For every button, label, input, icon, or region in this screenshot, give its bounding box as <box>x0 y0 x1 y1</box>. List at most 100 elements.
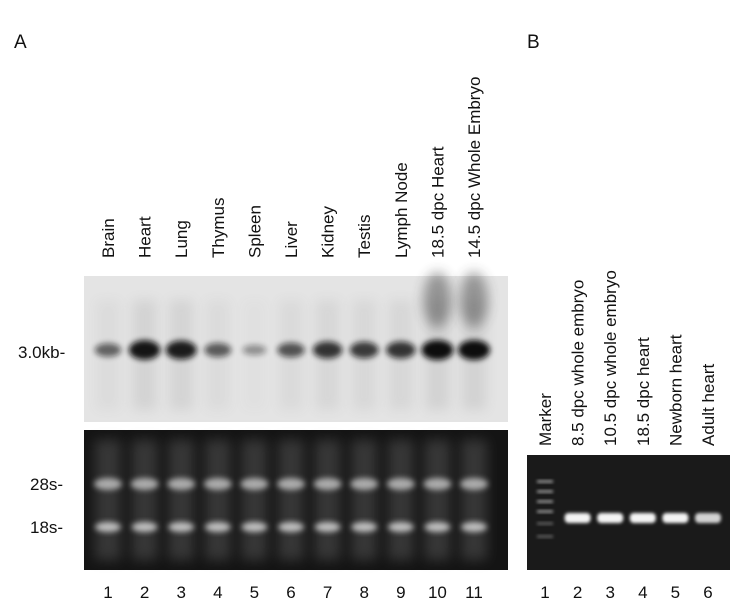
lane-number: 3 <box>176 583 185 602</box>
lane-glow <box>351 440 378 560</box>
rrna-18s <box>461 522 487 532</box>
lane-glow <box>241 440 268 560</box>
rrna-28s <box>313 478 342 490</box>
pcr-band <box>662 513 689 523</box>
lane-number: 2 <box>573 583 582 602</box>
lane-label: 8.5 dpc whole embryo <box>569 280 588 446</box>
rrna-18s <box>168 522 195 532</box>
rrna-18s <box>204 522 231 532</box>
lane-glow <box>278 440 304 560</box>
rrna-18s <box>131 522 158 532</box>
size-marker: 3.0kb- <box>18 343 65 362</box>
band <box>277 342 305 358</box>
pcr-band <box>695 513 721 523</box>
smear <box>423 272 452 328</box>
lane-number: 6 <box>286 583 295 602</box>
lane-number: 2 <box>140 583 149 602</box>
rt-pcr-gel <box>527 455 730 570</box>
lane-glow <box>204 440 231 560</box>
rrna-18s <box>95 522 121 532</box>
lane-label: Adult heart <box>699 364 718 446</box>
lane-label: Spleen <box>245 205 264 258</box>
lane-label: Kidney <box>319 206 338 258</box>
lane-glow <box>387 440 414 560</box>
rrna-28s <box>460 478 488 490</box>
rrna-18s <box>241 522 268 532</box>
lane-number: 3 <box>605 583 614 602</box>
ladder-band <box>537 522 553 525</box>
lane-glow <box>461 440 487 560</box>
rrna-28s <box>203 478 232 490</box>
pcr-band <box>597 513 624 523</box>
rrna-18s <box>351 522 378 532</box>
bands <box>94 272 721 560</box>
rrna-28s <box>350 478 379 490</box>
rrna-18s <box>314 522 341 532</box>
lane-number: 4 <box>638 583 647 602</box>
lane-number: 7 <box>323 583 332 602</box>
rrna-28s <box>277 478 305 490</box>
lane-glow <box>131 440 158 560</box>
lane-glow <box>424 440 451 560</box>
ladder-band <box>537 535 553 538</box>
lane-glow <box>95 440 121 560</box>
lane-label: Lung <box>172 220 191 258</box>
band <box>242 344 267 356</box>
rrna-28s <box>240 478 269 490</box>
rrna-28s <box>130 478 159 490</box>
lane-number: 5 <box>671 583 680 602</box>
lane-number: 5 <box>250 583 259 602</box>
lane-number: 1 <box>540 583 549 602</box>
pcr-band <box>564 513 591 523</box>
band <box>204 343 232 357</box>
band <box>458 340 490 360</box>
lane-label: 10.5 dpc whole embryo <box>601 270 620 446</box>
lane-number: 6 <box>703 583 712 602</box>
lane-label: Newborn heart <box>666 334 685 446</box>
lane-glow <box>168 440 195 560</box>
lane-number: 1 <box>103 583 112 602</box>
lane-label: Testis <box>355 215 374 258</box>
ladder-band <box>537 490 553 493</box>
rrna-18s <box>424 522 451 532</box>
rrna-18s <box>278 522 304 532</box>
panel-label: A <box>14 32 27 53</box>
lane-label: Lymph Node <box>392 162 411 258</box>
rrna-28s <box>167 478 196 490</box>
rrna-28s <box>386 478 415 490</box>
rrna-18s <box>387 522 414 532</box>
lane-label: 18.5 dpc Heart <box>428 146 447 258</box>
ladder-band <box>537 510 553 513</box>
lane-label: Marker <box>536 393 555 446</box>
band <box>349 341 379 359</box>
lane-label: 18.5 dpc heart <box>634 337 653 446</box>
pcr-band <box>629 513 656 523</box>
size-marker: 28s- <box>30 475 63 494</box>
lane-number: 4 <box>213 583 222 602</box>
lane-number: 8 <box>359 583 368 602</box>
ladder-band <box>537 480 553 483</box>
ladder-band <box>537 500 553 503</box>
lane-label: Heart <box>136 216 155 258</box>
band <box>94 343 122 357</box>
lane-label: 14.5 dpc Whole Embryo <box>465 77 484 258</box>
lane-number: 11 <box>465 583 483 602</box>
band <box>386 341 416 359</box>
band <box>421 340 454 360</box>
rrna-28s <box>94 478 122 490</box>
rrna-28s <box>423 478 452 490</box>
lane-label: Liver <box>282 221 301 258</box>
lane-glow <box>314 440 341 560</box>
band <box>165 340 197 360</box>
band <box>312 341 343 359</box>
lane-label: Thymus <box>209 198 228 258</box>
panel-label: B <box>527 32 540 53</box>
lane-number: 9 <box>396 583 405 602</box>
band <box>128 340 161 360</box>
size-marker: 18s- <box>30 518 63 537</box>
smear <box>460 272 488 328</box>
lane-label: Brain <box>99 218 118 258</box>
lane-number: 10 <box>428 583 447 602</box>
